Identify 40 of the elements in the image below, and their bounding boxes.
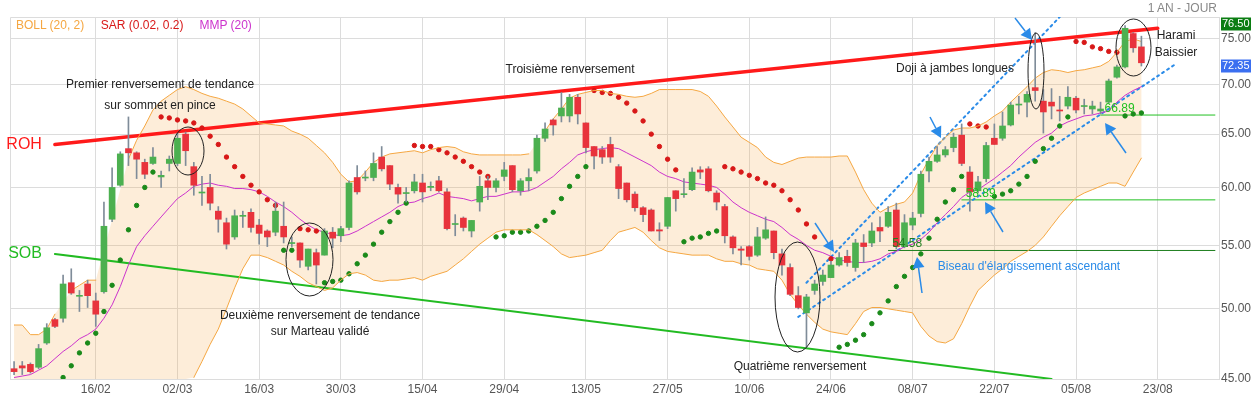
x-tick-label: 27/05	[652, 381, 683, 396]
annotation: sur sommet en pince	[104, 98, 217, 113]
x-tick-label: 10/06	[734, 381, 765, 396]
x-tick-label: 08/07	[897, 381, 929, 396]
annotation: Deuxième renversement de tendance	[219, 308, 421, 323]
annotation: Doji à jambes longues	[895, 61, 1015, 76]
y-tick-label: 65.00	[1221, 126, 1251, 141]
y-tick-label: 45.00	[1221, 371, 1251, 386]
annotation: Troisième renversement	[505, 62, 636, 77]
annotation: Quatrième renversement	[733, 359, 868, 374]
text: SAR (0.02, 0.2)	[100, 18, 184, 33]
x-tick-label: 15/04	[407, 381, 438, 396]
text: 76.50	[1222, 17, 1250, 30]
text: 72.35	[1222, 59, 1250, 72]
annotation: Baissier	[1154, 45, 1198, 60]
x-tick-label: 13/05	[570, 381, 602, 396]
text: MMP (20)	[199, 18, 252, 33]
x-tick-label: 16/03	[244, 381, 275, 396]
y-tick-label: 55.00	[1221, 237, 1251, 252]
series-label: 66.89	[1104, 101, 1135, 116]
annotation: Premier renversement de tendance	[65, 77, 255, 92]
y-tick-label: 70.00	[1221, 77, 1251, 92]
y-tick-label: 60.00	[1221, 179, 1251, 194]
series-label: ROH	[6, 134, 42, 152]
chart-subtitle: 1 AN - JOUR	[1147, 1, 1218, 16]
y-tick-label: 75.00	[1221, 31, 1251, 46]
x-tick-label: 23/08	[1142, 381, 1174, 396]
x-tick-label: 02/03	[162, 381, 193, 396]
annotation: Biseau d'élargissement ascendant	[937, 259, 1121, 274]
x-tick-label: 22/07	[979, 381, 1010, 396]
x-tick-label: 16/02	[80, 381, 112, 396]
x-tick-label: 29/04	[489, 381, 520, 396]
y-tick-label: 50.00	[1221, 301, 1251, 316]
annotation: sur Marteau validé	[270, 324, 370, 339]
x-tick-label: 30/03	[325, 381, 357, 396]
text: BOLL (20, 2)	[16, 18, 85, 33]
annotation: Harami	[1156, 28, 1196, 43]
x-tick-label: 24/06	[815, 381, 847, 396]
x-tick-label: 05/08	[1061, 381, 1092, 396]
series-label: SOB	[8, 244, 42, 262]
